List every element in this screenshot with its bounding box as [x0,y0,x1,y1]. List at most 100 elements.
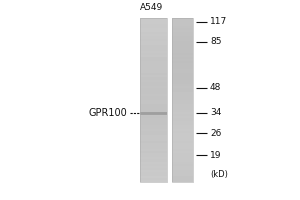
Bar [172,114,193,117]
Bar [172,164,193,166]
Bar [172,106,193,108]
Bar [172,178,193,180]
Bar [172,157,193,160]
Bar [140,65,167,67]
Bar [140,32,167,35]
Bar [172,82,193,84]
Bar [172,47,193,49]
Bar [172,112,193,115]
Bar [172,36,193,39]
Bar [140,51,167,53]
Bar [140,131,167,133]
Bar [172,176,193,178]
Bar [172,137,193,139]
Bar [140,49,167,51]
Bar [172,100,193,102]
Bar [172,57,193,59]
Bar [172,94,193,96]
Bar [140,55,167,57]
Bar [140,137,167,139]
Bar [140,28,167,30]
Text: 48: 48 [210,84,221,92]
Bar [172,67,193,69]
Bar [172,162,193,164]
Bar [140,41,167,43]
Bar [140,168,167,170]
Bar [172,61,193,63]
Bar [172,118,193,121]
Bar [140,82,167,84]
Bar [140,116,167,119]
Bar [172,155,193,158]
Bar [172,65,193,67]
Bar [140,123,167,125]
Bar [172,135,193,137]
Bar [140,118,167,121]
Bar [172,30,193,33]
Bar [140,47,167,49]
Bar [140,18,167,182]
Bar [172,145,193,147]
Bar [172,143,193,145]
Bar [172,86,193,88]
Text: 34: 34 [210,108,221,117]
Bar [172,45,193,47]
Bar [172,120,193,123]
Bar [140,120,167,123]
Bar [140,153,167,156]
Bar [140,100,167,102]
Bar [140,75,167,78]
Bar [140,170,167,172]
Bar [172,53,193,55]
Bar [140,79,167,82]
Bar [172,38,193,41]
Bar [140,139,167,141]
Bar [140,159,167,162]
Bar [172,71,193,74]
Text: A549: A549 [140,3,164,12]
Bar [140,180,167,182]
Bar [172,59,193,61]
Bar [172,69,193,72]
Bar [140,88,167,90]
Bar [172,73,193,76]
Bar [172,90,193,92]
Bar [172,108,193,110]
Bar [140,38,167,41]
Bar [140,69,167,72]
Bar [140,129,167,131]
Bar [140,149,167,151]
Bar [140,98,167,100]
Bar [172,139,193,141]
Bar [140,112,167,115]
Bar [172,110,193,112]
Bar [172,125,193,127]
Bar [172,141,193,143]
Bar [172,159,193,162]
Bar [140,67,167,69]
Bar [172,147,193,149]
Bar [140,63,167,65]
Bar [172,88,193,90]
Bar [172,49,193,51]
Bar [140,135,167,137]
Bar [140,127,167,129]
Bar [140,110,167,112]
Bar [140,61,167,63]
Bar [140,57,167,59]
Bar [172,116,193,119]
Bar [140,73,167,76]
Bar [140,96,167,98]
Bar [172,75,193,78]
Bar [140,84,167,86]
Bar [172,55,193,57]
Bar [172,127,193,129]
Bar [140,166,167,168]
Bar [140,143,167,145]
Bar [172,24,193,26]
Text: 19: 19 [210,150,221,160]
Bar [140,90,167,92]
Bar [172,123,193,125]
Bar [140,36,167,39]
Bar [140,30,167,33]
